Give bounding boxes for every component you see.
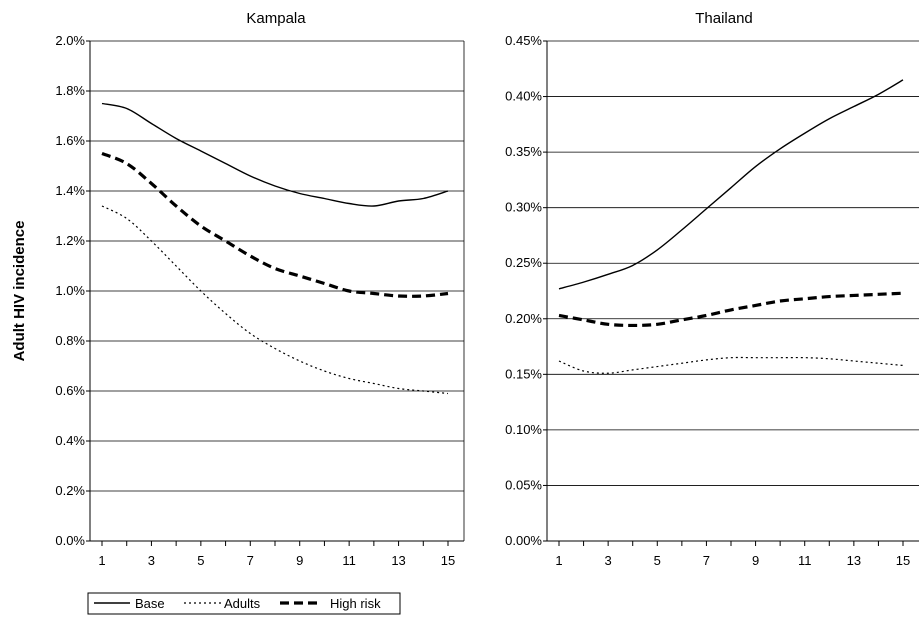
y-tick-label: 0.40% xyxy=(505,89,542,104)
x-tick-label: 13 xyxy=(391,553,405,568)
y-axis-label: Adult HIV incidence xyxy=(11,221,28,362)
legend-box xyxy=(87,592,401,615)
y-tick-label: 1.8% xyxy=(55,83,85,98)
chart-title: Kampala xyxy=(246,10,306,27)
y-tick-label: 1.2% xyxy=(55,233,85,248)
y-tick-label: 0.10% xyxy=(505,422,542,437)
x-tick-label: 7 xyxy=(703,553,710,568)
y-tick-label: 0.00% xyxy=(505,533,542,548)
x-tick-label: 9 xyxy=(752,553,759,568)
series-line-high-risk-kampala xyxy=(101,152,449,298)
series-line-high-risk-thailand xyxy=(558,291,904,328)
y-tick-label: 0.0% xyxy=(55,533,85,548)
y-tick-label: 0.2% xyxy=(55,483,85,498)
x-tick-label: 1 xyxy=(555,553,562,568)
legend-label: Adults xyxy=(224,596,261,611)
x-tick-label: 5 xyxy=(197,553,204,568)
y-tick-label: 0.45% xyxy=(505,33,542,48)
y-tick-label: 1.0% xyxy=(55,283,85,298)
y-tick-label: 0.30% xyxy=(505,200,542,215)
x-tick-label: 9 xyxy=(296,553,303,568)
x-tick-label: 1 xyxy=(98,553,105,568)
y-tick-label: 0.6% xyxy=(55,383,85,398)
series-line-base-thailand xyxy=(558,79,904,290)
y-tick-label: 0.35% xyxy=(505,144,542,159)
y-tick-label: 2.0% xyxy=(55,33,85,48)
x-tick-label: 3 xyxy=(148,553,155,568)
y-tick-label: 0.8% xyxy=(55,333,85,348)
y-tick-label: 1.6% xyxy=(55,133,85,148)
x-tick-label: 5 xyxy=(654,553,661,568)
y-tick-label: 1.4% xyxy=(55,183,85,198)
y-tick-label: 0.15% xyxy=(505,366,542,381)
series-line-adults-kampala xyxy=(101,205,449,395)
y-tick-label: 0.25% xyxy=(505,255,542,270)
chart-title: Thailand xyxy=(695,10,753,27)
legend-label: High risk xyxy=(330,596,381,611)
x-tick-label: 15 xyxy=(896,553,910,568)
x-tick-label: 3 xyxy=(605,553,612,568)
y-tick-label: 0.20% xyxy=(505,311,542,326)
series-line-adults-thailand xyxy=(558,356,904,374)
y-tick-label: 0.05% xyxy=(505,477,542,492)
x-tick-label: 11 xyxy=(342,553,356,568)
y-tick-label: 0.4% xyxy=(55,433,85,448)
legend-label: Base xyxy=(135,596,165,611)
series-line-base-kampala xyxy=(101,102,449,207)
x-tick-label: 7 xyxy=(247,553,254,568)
x-tick-label: 15 xyxy=(441,553,455,568)
x-tick-label: 11 xyxy=(798,553,812,568)
x-tick-label: 13 xyxy=(847,553,861,568)
